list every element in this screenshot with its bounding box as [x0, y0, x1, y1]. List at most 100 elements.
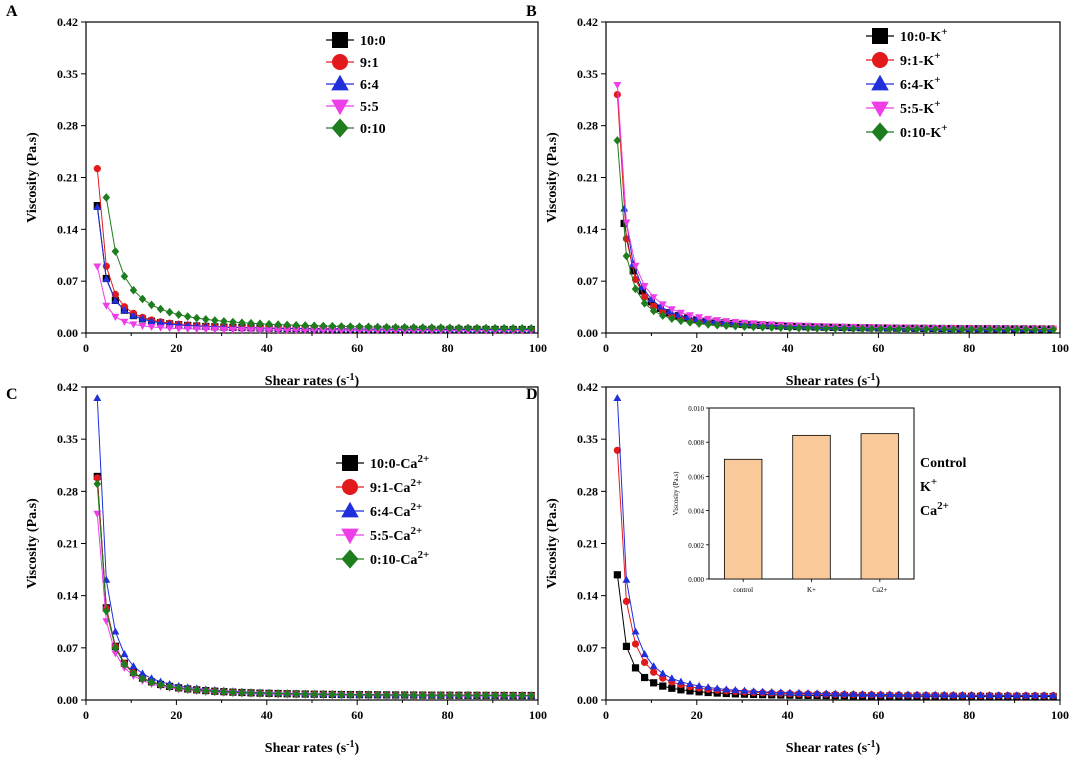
data-point	[622, 597, 631, 605]
data-point	[337, 690, 346, 699]
legend-label: 9:1-K+	[900, 50, 941, 69]
data-point	[147, 317, 156, 325]
y-tick-label: 0.21	[577, 171, 598, 185]
data-point	[1031, 325, 1039, 334]
data-point	[391, 322, 400, 332]
data-point	[1040, 325, 1048, 334]
data-point	[337, 327, 346, 335]
legend-marker	[342, 455, 358, 471]
data-point	[120, 318, 129, 326]
data-point	[247, 327, 255, 335]
data-point	[292, 320, 300, 330]
x-tick-label: 0	[83, 341, 89, 355]
x-axis-label: Shear rates (s-1)	[786, 739, 881, 756]
series-line	[96, 513, 532, 697]
data-point	[668, 684, 676, 692]
data-point	[667, 306, 676, 314]
data-point	[518, 691, 526, 700]
data-point	[129, 662, 138, 670]
data-point	[301, 327, 310, 335]
x-tick-label: 100	[1051, 708, 1069, 722]
data-point	[301, 321, 309, 330]
data-point	[640, 293, 649, 301]
data-point	[418, 323, 427, 332]
data-point	[93, 394, 102, 402]
data-point	[301, 689, 309, 699]
data-point	[210, 326, 219, 334]
data-point	[111, 247, 120, 256]
data-point	[428, 323, 436, 332]
data-point	[631, 284, 640, 294]
data-point	[722, 321, 731, 331]
data-point	[491, 323, 499, 333]
data-point	[1021, 691, 1030, 699]
data-point	[695, 314, 704, 322]
y-tick-label: 0.00	[577, 326, 598, 340]
plot-frame	[85, 386, 539, 701]
y-tick-label: 0.14	[577, 589, 598, 603]
data-point	[247, 688, 255, 698]
data-point	[120, 306, 129, 314]
data-point	[129, 321, 138, 329]
data-point	[437, 323, 445, 333]
data-point	[695, 688, 703, 696]
data-point	[500, 323, 508, 333]
data-point	[731, 321, 740, 331]
data-point	[831, 324, 840, 333]
series-ca	[613, 394, 1058, 699]
data-point	[527, 691, 535, 700]
data-point	[713, 684, 722, 692]
data-point	[740, 322, 749, 331]
data-point	[1003, 691, 1012, 699]
data-point	[355, 322, 364, 332]
x-tick-label: 80	[963, 708, 975, 722]
data-point	[613, 446, 621, 454]
data-point	[409, 323, 418, 332]
y-tick-label: 0.00	[57, 693, 78, 707]
data-point	[219, 326, 228, 334]
data-point	[346, 322, 355, 331]
data-point	[509, 323, 517, 333]
data-point	[704, 320, 712, 329]
legend-marker	[331, 99, 349, 116]
data-point	[858, 690, 867, 698]
y-tick-label: 0.35	[577, 432, 598, 446]
data-point	[120, 660, 129, 669]
x-tick-label: 0	[603, 341, 609, 355]
data-point	[265, 327, 274, 335]
series-line	[96, 477, 532, 696]
data-point	[274, 327, 283, 335]
data-point	[220, 316, 228, 326]
data-point	[613, 571, 621, 579]
data-point	[1031, 691, 1039, 699]
y-tick-label: 0.35	[57, 432, 78, 446]
legend-marker	[872, 52, 888, 68]
y-tick-label: 0.28	[577, 484, 598, 498]
x-tick-label: 0	[83, 708, 89, 722]
y-tick-label: 0.35	[57, 67, 78, 81]
legend-marker	[342, 479, 358, 495]
data-point	[446, 323, 454, 333]
series-5-5-ca	[93, 510, 536, 701]
data-point	[428, 690, 436, 700]
data-point	[238, 688, 246, 697]
panel-letter: B	[526, 3, 537, 20]
inset-bar-chart: 0.000 0.002 0.004 0.006 0.008 0.010 Viscosity …	[672, 405, 915, 594]
data-point	[922, 690, 931, 698]
data-point	[437, 690, 445, 700]
plot-frame	[85, 21, 539, 334]
data-point	[102, 606, 111, 616]
data-point	[676, 309, 685, 317]
inset-bar	[723, 458, 763, 580]
series-line	[96, 168, 532, 331]
y-tick-label: 0.14	[577, 222, 598, 236]
data-point	[822, 324, 830, 333]
data-point	[668, 314, 676, 323]
x-tick-label: 60	[872, 341, 884, 355]
series-0-10-ca	[93, 479, 535, 700]
x-tick-label: 60	[872, 708, 884, 722]
series-line	[96, 476, 532, 696]
data-point	[138, 674, 147, 684]
data-point	[785, 688, 794, 696]
data-point	[649, 294, 658, 302]
